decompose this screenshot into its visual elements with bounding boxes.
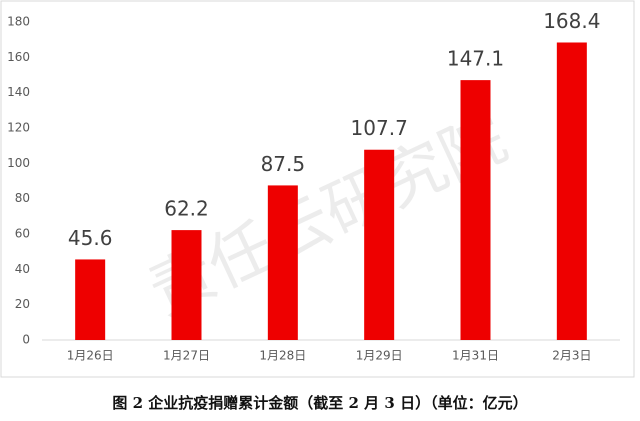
- value-label: 45.6: [68, 226, 113, 250]
- x-tick-label: 1月28日: [259, 349, 306, 363]
- x-tick-label: 2月3日: [552, 349, 591, 363]
- bar: [267, 185, 298, 340]
- value-label: 147.1: [447, 47, 504, 71]
- x-tick-label: 1月27日: [163, 349, 210, 363]
- bar: [556, 42, 587, 340]
- caption: 图 2 企业抗疫捐赠累计金额（截至 2 月 3 日）（单位：亿元）: [112, 394, 527, 412]
- value-label: 107.7: [351, 116, 408, 140]
- y-tick-label: 0: [22, 333, 30, 347]
- bar: [171, 230, 202, 340]
- x-tick-label: 1月26日: [67, 349, 114, 363]
- value-label: 87.5: [261, 152, 306, 176]
- y-tick-label: 120: [7, 121, 30, 135]
- y-tick-label: 140: [7, 85, 30, 99]
- x-tick-label: 1月29日: [356, 349, 403, 363]
- value-label: 168.4: [543, 9, 600, 33]
- y-tick-label: 100: [7, 156, 30, 170]
- chart-border: [0, 0, 635, 378]
- y-tick-label: 60: [15, 227, 30, 241]
- value-label: 62.2: [164, 197, 209, 221]
- y-tick-label: 80: [15, 191, 30, 205]
- bar: [75, 259, 106, 340]
- y-tick-label: 180: [7, 15, 30, 29]
- x-tick-label: 1月31日: [452, 349, 499, 363]
- y-tick-label: 40: [15, 262, 30, 276]
- bar: [364, 149, 395, 340]
- bar: [460, 80, 491, 340]
- y-tick-label: 160: [7, 50, 30, 64]
- y-tick-label: 20: [15, 297, 30, 311]
